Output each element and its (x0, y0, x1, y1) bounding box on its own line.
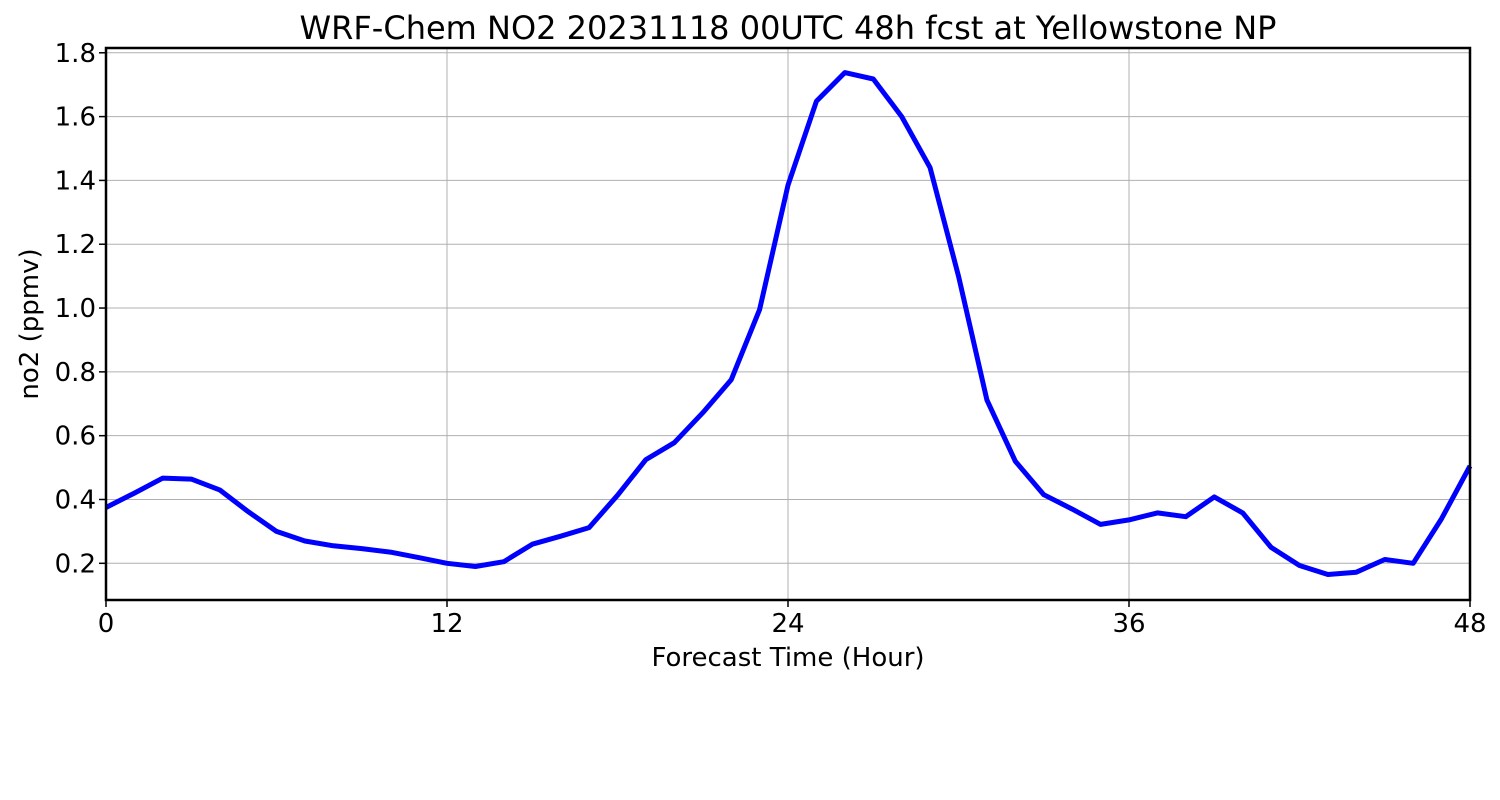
x-axis-label: Forecast Time (Hour) (651, 643, 924, 673)
y-tick-label: 0.2 (55, 549, 96, 579)
x-tick-label: 48 (1453, 609, 1486, 639)
y-tick-label: 1.6 (55, 103, 96, 133)
x-tick-label: 12 (430, 609, 463, 639)
x-tick-label: 36 (1112, 609, 1145, 639)
x-tick-label: 0 (98, 609, 115, 639)
series-group (104, 70, 1473, 577)
y-tick-label: 0.4 (55, 485, 96, 515)
y-tick-label: 0.6 (55, 422, 96, 452)
y-tick-label: 1.0 (55, 294, 96, 324)
x-tick-label: 24 (771, 609, 804, 639)
chart-title: WRF-Chem NO2 20231118 00UTC 48h fcst at … (300, 9, 1277, 47)
no2-series-line (104, 70, 1473, 577)
y-tick-label: 0.8 (55, 358, 96, 388)
grid-lines (105, 48, 1471, 600)
y-tick-label: 1.2 (55, 230, 96, 260)
y-axis-label: no2 (ppmv) (15, 248, 45, 399)
y-tick-label: 1.4 (55, 166, 96, 196)
y-tick-label: 1.8 (55, 39, 96, 69)
axis-ticks: 0 12 24 36 48 0.2 0.4 0.6 0.8 1.0 1.2 1.4 1.6 1.8 (55, 39, 1487, 639)
